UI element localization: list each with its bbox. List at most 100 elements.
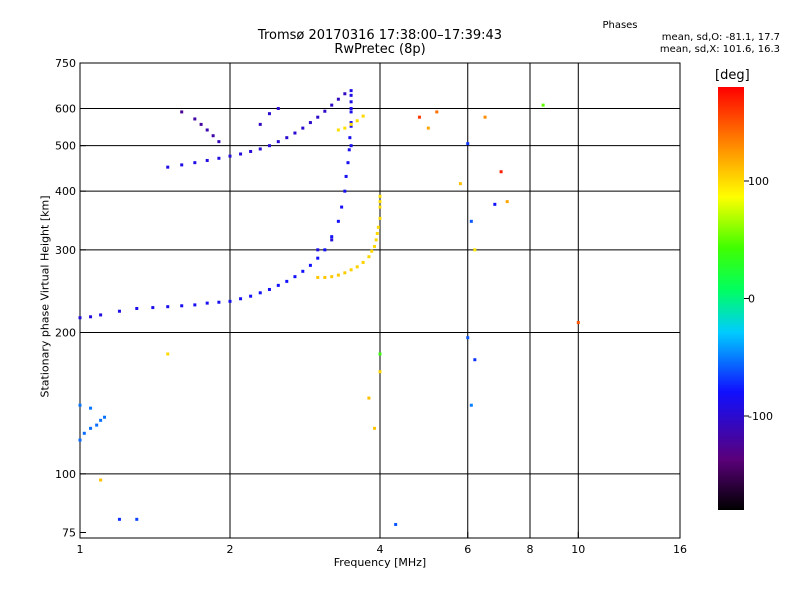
data-point [344,174,348,178]
stats-o-mode: mean, sd,O: -81.1, 17.7 [661,32,780,43]
data-point [336,219,340,223]
data-point [301,269,305,273]
data-point [349,122,353,126]
data-point [336,128,340,132]
data-point [367,396,371,400]
data-point [355,265,359,269]
data-point [355,119,359,123]
axis-ticks: 1 2 4 6 8 10 16 75 100 200 300 400 500 600 750 [55,57,687,556]
data-point [293,275,297,279]
data-point [316,256,320,260]
data-point [499,170,503,174]
data-point [78,403,82,407]
data-point [378,205,382,209]
data-point [239,152,243,156]
y-tick-label: 750 [55,57,76,70]
data-point [348,136,352,140]
data-point [323,109,327,113]
data-point [258,147,262,151]
data-point [483,115,487,119]
data-point [267,144,271,148]
data-point [417,115,421,119]
data-point [228,154,232,158]
data-point [89,315,93,319]
data-point [473,248,477,252]
data-point [89,426,93,430]
data-point [336,273,340,277]
data-point [82,431,86,435]
data-point [473,358,477,362]
y-tick-label: 100 [55,468,76,481]
data-point [370,249,374,253]
data-point [349,89,353,93]
data-point [166,352,170,356]
data-point [89,406,93,410]
data-point [205,158,209,162]
data-point [349,144,353,148]
data-point [211,134,215,138]
data-point [316,248,320,252]
data-point [343,126,347,130]
data-point [373,426,377,430]
data-point [330,103,334,107]
colorbar-tick-label: 100 [748,175,769,188]
data-point [541,103,545,107]
data-point [249,294,253,298]
data-point [373,244,377,248]
data-point [293,131,297,135]
data-point [316,275,320,279]
data-point [193,117,197,121]
stats-header: Phases [602,20,638,31]
data-point [378,370,382,374]
data-point [349,93,353,97]
data-point [267,287,271,291]
colorbar-unit-label: [deg] [715,68,750,83]
data-point [435,110,439,114]
data-point [217,156,221,160]
data-point [361,260,365,264]
data-point [505,200,509,204]
colorbar-ticks: 100 0 -100 [744,175,773,423]
data-point [466,142,470,146]
data-point [347,148,351,152]
data-point [166,165,170,169]
x-tick-label: 4 [377,543,384,556]
data-point [378,200,382,204]
data-point [346,161,350,165]
data-point [258,122,262,126]
data-point [99,478,103,482]
data-point [276,106,280,110]
data-point [367,255,371,259]
data-point [343,271,347,275]
data-point [249,149,253,153]
data-point [166,305,170,309]
chart-subtitle: RwPretec (8p) [334,42,426,57]
data-point [336,97,340,101]
data-point [258,291,262,295]
grid-lines [80,63,680,538]
data-point [285,136,289,140]
y-axis-label: Stationary phase Virtual Height [km] [38,195,52,398]
data-point [340,205,344,209]
data-point [180,163,184,167]
data-point [285,279,289,283]
data-point [217,140,221,144]
data-point [458,182,462,186]
data-point [349,124,353,128]
data-point [349,121,353,125]
data-point [323,248,327,252]
data-points [78,89,580,526]
data-point [228,299,232,303]
colorbar [718,87,744,510]
data-point [193,161,197,165]
data-point [276,283,280,287]
data-point [343,92,347,96]
data-point [374,238,378,242]
data-point [193,303,197,307]
colorbar-tick-label: -100 [748,410,773,423]
data-point [469,219,473,223]
x-axis-label: Frequency [MHz] [333,556,427,569]
data-point [151,306,155,310]
chart-title: Tromsø 20170316 17:38:00–17:39:43 [257,28,503,43]
data-point [205,301,209,305]
